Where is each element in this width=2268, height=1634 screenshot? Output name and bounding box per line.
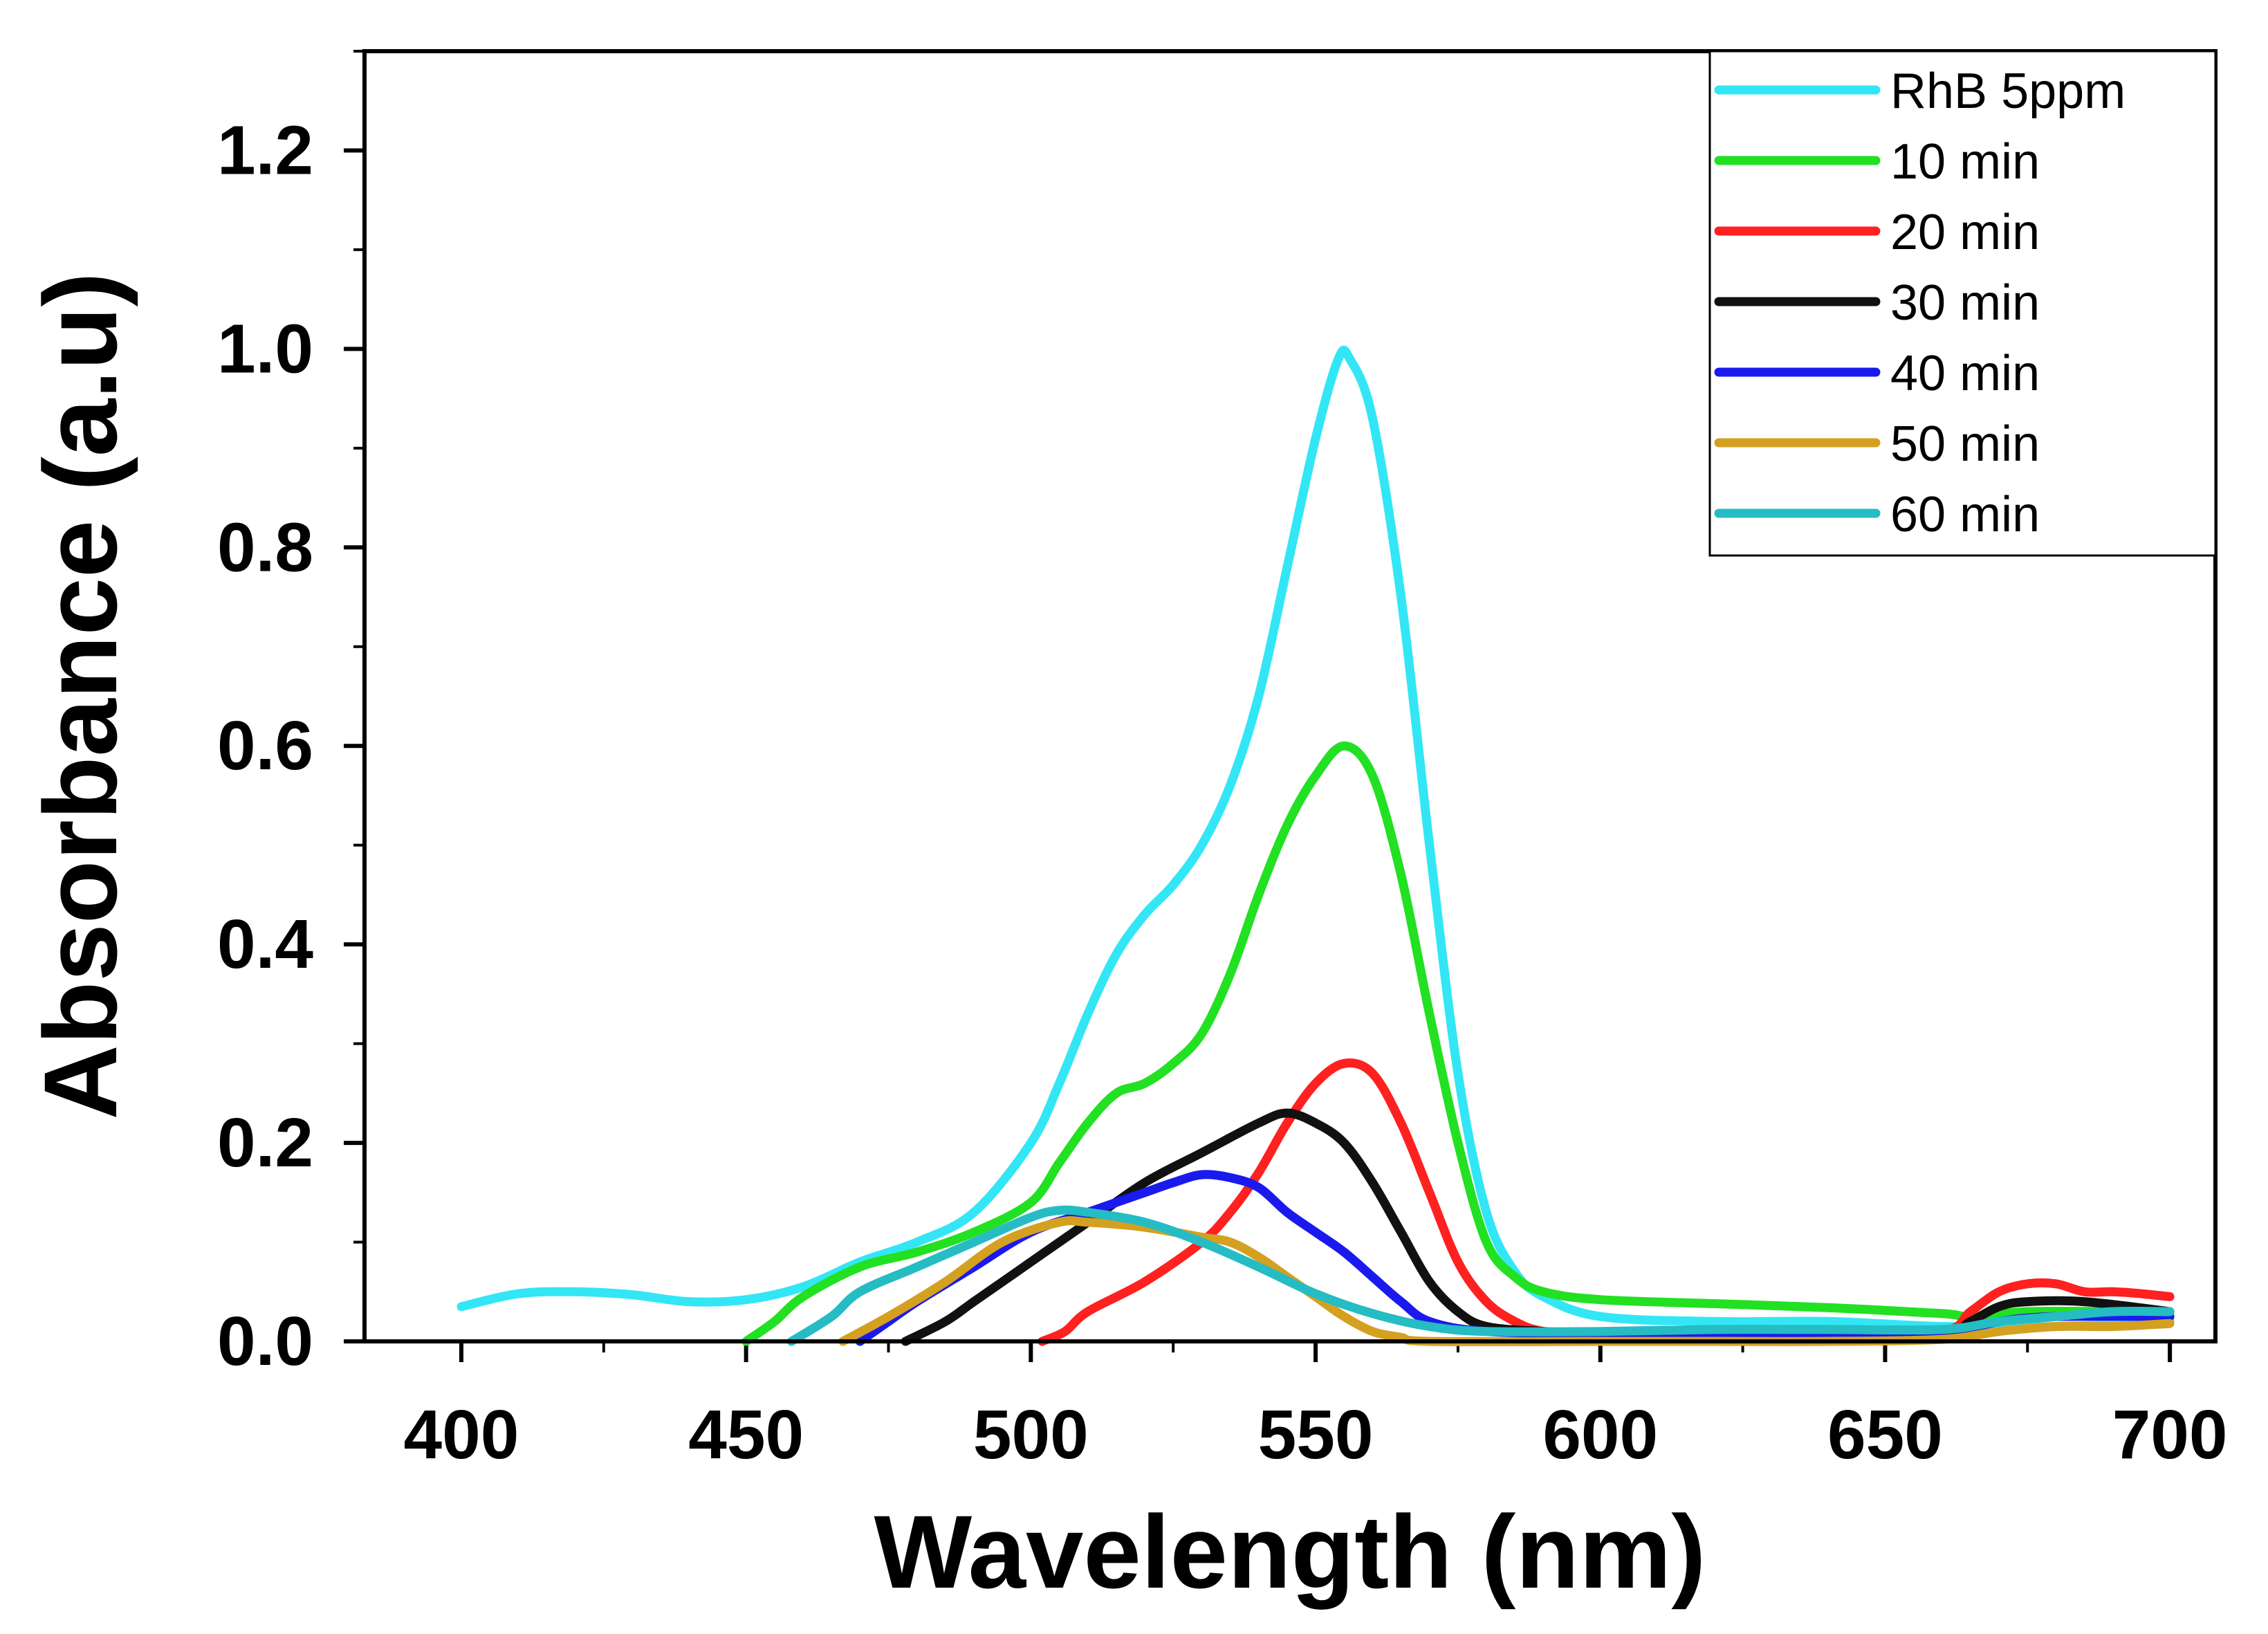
x-tick-label-500: 500 (973, 1396, 1089, 1474)
y-tick-label-3: 0.6 (217, 707, 313, 784)
x-tick-label-550: 550 (1258, 1396, 1374, 1474)
series-line-20-min (1038, 1058, 2175, 1346)
x-tick-label-450: 450 (688, 1396, 804, 1474)
legend-label-1: 10 min (1890, 134, 2040, 190)
legend-label-5: 50 min (1890, 416, 2040, 472)
series-line-60-min (787, 1205, 2175, 1346)
x-tick-label-650: 650 (1827, 1396, 1943, 1474)
y-tick-label-4: 0.8 (217, 508, 313, 586)
y-axis-title: Absorbance (a.u) (22, 272, 138, 1119)
x-tick-label-700: 700 (2112, 1396, 2228, 1474)
series-lines (457, 345, 2175, 1346)
y-tick-label-1: 0.2 (217, 1104, 313, 1182)
x-axis-title: Wavelength (nm) (874, 1494, 1706, 1610)
legend-label-0: RhB 5ppm (1890, 64, 2126, 119)
series-line-10-min (741, 741, 2175, 1346)
legend-label-2: 20 min (1890, 205, 2040, 260)
series-line-rhb-5ppm (457, 345, 2175, 1332)
plot-frame (362, 49, 2218, 1343)
legend-label-4: 40 min (1890, 346, 2040, 401)
x-tick-label-400: 400 (404, 1396, 519, 1474)
legend-label-3: 30 min (1890, 275, 2040, 331)
x-tick-label-600: 600 (1542, 1396, 1658, 1474)
series-line-50-min (838, 1215, 2175, 1346)
tick-labels: 400 450 500 550 600 650 700 0.0 0.2 0.4 0.6 0.8 1.0 1… (217, 111, 2228, 1474)
y-tick-label-5: 1.0 (217, 310, 313, 387)
y-tick-label-0: 0.0 (217, 1303, 313, 1380)
legend: RhB 5ppm 10 min 20 min 30 min 40 min 50 min 60… (1708, 50, 2217, 557)
y-tick-label-6: 1.2 (217, 111, 313, 189)
y-tick-label-2: 0.4 (217, 906, 313, 983)
legend-label-6: 60 min (1890, 487, 2040, 542)
